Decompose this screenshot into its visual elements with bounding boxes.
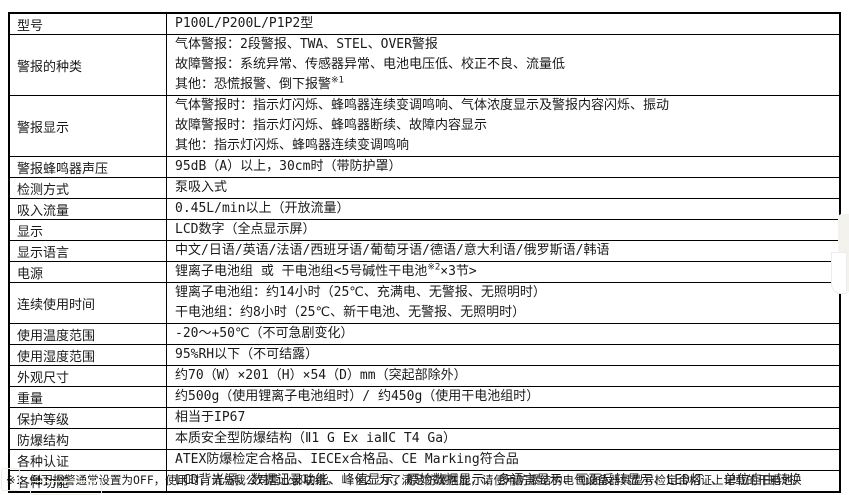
row-label: 显示语言 — [8, 240, 167, 262]
row-label: 警报的种类 — [8, 34, 167, 96]
row-value: 约70（W）×201（H）×54（D）mm（突起部除外） — [175, 368, 467, 383]
row-value: LCD背光源、数据记录功能、峰值显示、原始数据显示、多语言显示、画面反转显示、L… — [175, 473, 802, 488]
row-value: P100L/P200L/P1P2型 — [175, 16, 314, 31]
row-value-line: 气体警报时：指示灯闪烁、蜂鸣器连续变调鸣响、气体浓度显示及警报内容闪烁、振动 — [175, 98, 670, 113]
table-row-continuous-use: 连续使用时间 锂离子电池组：约14小时（25℃、充满电、无警报、无照明时） 干电… — [8, 282, 841, 324]
row-label: 重量 — [8, 386, 167, 408]
row-value-line: 其他：恐慌报警、倒下报警※1 — [175, 75, 344, 92]
row-value: LCD数字（全点显示屏） — [175, 222, 316, 237]
row-value: 95dB（A）以上，30cm时（带防护罩） — [175, 159, 402, 174]
row-value: 95%RH以下（不可结露） — [175, 347, 319, 362]
table-row-weight: 重量 约500g（使用锂离子电池组时）/ 约450g（使用干电池组时） — [8, 386, 841, 408]
table-row-certifications: 各种认证 ATEX防爆检定合格品、IECEx合格品、CE Marking符合品 — [8, 449, 841, 471]
row-label: 电源 — [8, 261, 167, 283]
row-value: 泵吸入式 — [175, 180, 228, 195]
row-label: 保护等级 — [8, 407, 167, 429]
row-value: -20～+50℃（不可急剧变化） — [175, 326, 354, 341]
row-value: 相当于IP67 — [175, 410, 246, 425]
row-value: ATEX防爆检定合格品、IECEx合格品、CE Marking符合品 — [175, 452, 519, 467]
table-row-dimensions: 外观尺寸 约70（W）×201（H）×54（D）mm（突起部除外） — [8, 365, 841, 387]
row-value: 0.45L/min以上（开放流量） — [175, 201, 350, 216]
row-value: 本质安全型防爆结构（Ⅱ1 G Ex iaⅡC T4 Ga） — [175, 431, 457, 446]
table-row-buzzer-sound: 警报蜂鸣器声压 95dB（A）以上，30cm时（带防护罩） — [8, 156, 841, 178]
row-value: 约500g（使用锂离子电池组时）/ 约450g（使用干电池组时） — [175, 389, 540, 404]
table-row-model: 型号 P100L/P200L/P1P2型 — [8, 12, 841, 35]
row-label: 警报显示 — [8, 95, 167, 157]
row-label: 防爆结构 — [8, 428, 167, 450]
footnote: ※1 倒下报警通常设置为OFF，使用时，请与我公司营业部联络。 ※2 为了满足防… — [6, 473, 804, 487]
row-value-line: 干电池组：约8小时（25℃、新干电池、无警报、无照明时） — [175, 305, 526, 320]
table-row-languages: 显示语言 中文/日语/英语/法语/西班牙语/葡萄牙语/德语/意大利语/俄罗斯语/… — [8, 240, 841, 262]
table-row-suction-flow: 吸入流量 0.45L/min以上（开放流量） — [8, 198, 841, 220]
row-value-line: 锂离子电池组：约14小时（25℃、充满电、无警报、无照明时） — [175, 285, 546, 300]
row-value: 锂离子电池组 或 干电池组<5号碱性干电池※2×3节> — [175, 262, 477, 279]
row-value-line: 故障警报时：指示灯闪烁、蜂鸣器断续、故障内容显示 — [175, 118, 488, 133]
row-value: 中文/日语/英语/法语/西班牙语/葡萄牙语/德语/意大利语/俄罗斯语/韩语 — [175, 243, 610, 258]
table-row-explosion-proof: 防爆结构 本质安全型防爆结构（Ⅱ1 G Ex iaⅡC T4 Ga） — [8, 428, 841, 450]
table-row-alarm-display: 警报显示 气体警报时：指示灯闪烁、蜂鸣器连续变调鸣响、气体浓度显示及警报内容闪烁… — [8, 95, 841, 157]
row-label: 连续使用时间 — [8, 282, 167, 324]
row-label: 型号 — [8, 12, 167, 35]
row-label: 显示 — [8, 219, 167, 241]
row-label: 各种认证 — [8, 449, 167, 471]
row-value-line: 故障警报：系统异常、传感器异常、电池电压低、校正不良、流量低 — [175, 57, 566, 72]
table-row-display: 显示 LCD数字（全点显示屏） — [8, 219, 841, 241]
row-value-line: 气体警报：2段警报、TWA、STEL、OVER警报 — [175, 37, 438, 52]
table-row-temp-range: 使用温度范围 -20～+50℃（不可急剧变化） — [8, 323, 841, 345]
table-row-protection-class: 保护等级 相当于IP67 — [8, 407, 841, 429]
row-value-line: 其他：指示灯闪烁、蜂鸣器连续变调鸣响 — [175, 138, 410, 153]
row-label: 使用温度范围 — [8, 323, 167, 345]
row-label: 外观尺寸 — [8, 365, 167, 387]
spec-table: 型号 P100L/P200L/P1P2型 警报的种类 气体警报：2段警报、TWA… — [8, 12, 841, 493]
table-row-detection-method: 检测方式 泵吸入式 — [8, 177, 841, 199]
table-row-power: 电源 锂离子电池组 或 干电池组<5号碱性干电池※2×3节> — [8, 261, 841, 283]
table-row-alarm-types: 警报的种类 气体警报：2段警报、TWA、STEL、OVER警报 故障警报：系统异… — [8, 34, 841, 96]
row-label: 使用湿度范围 — [8, 344, 167, 366]
row-label: 检测方式 — [8, 177, 167, 199]
row-label: 吸入流量 — [8, 198, 167, 220]
table-row-humidity-range: 使用湿度范围 95%RH以下（不可结露） — [8, 344, 841, 366]
row-label: 警报蜂鸣器声压 — [8, 156, 167, 178]
